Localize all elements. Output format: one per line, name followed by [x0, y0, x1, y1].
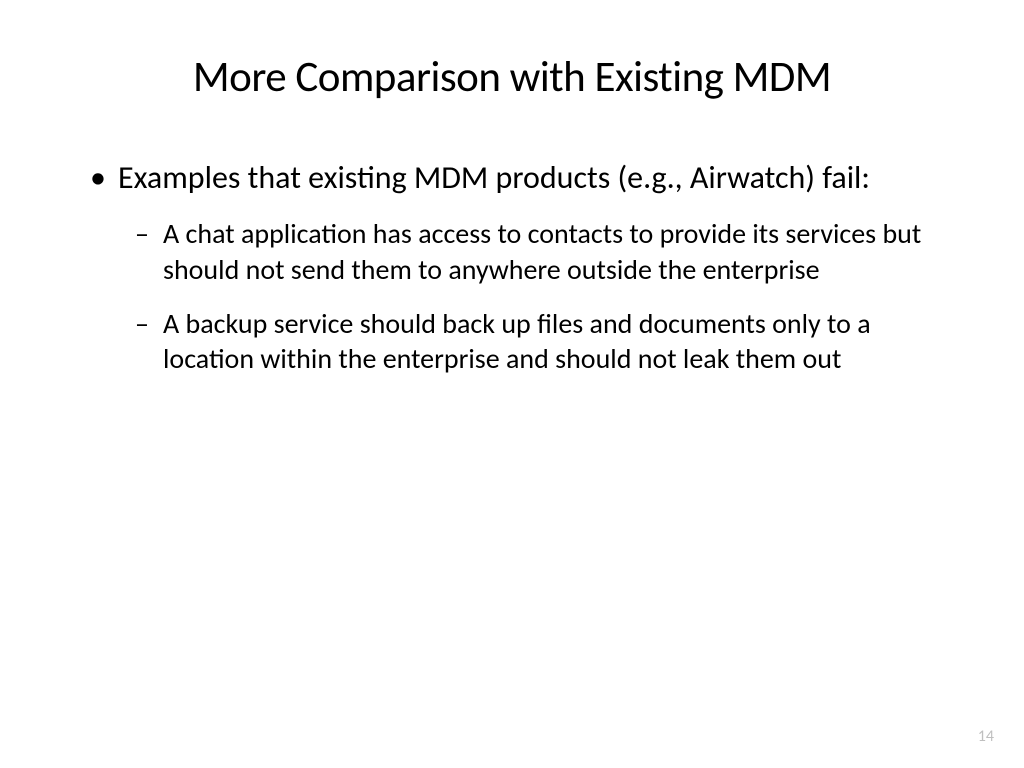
bullet-text: A chat application has access to contact…: [163, 216, 921, 287]
slide-container: More Comparison with Existing MDM Exampl…: [0, 0, 1024, 768]
bullet-item-level2: A chat application has access to contact…: [135, 216, 964, 288]
bullet-item-level2: A backup service should back up files an…: [135, 306, 964, 378]
page-number: 14: [978, 727, 994, 746]
bullet-text: A backup service should back up files an…: [163, 306, 871, 377]
bullet-text: Examples that existing MDM products (e.g…: [118, 158, 870, 197]
bullet-item-level1: Examples that existing MDM products (e.g…: [90, 158, 964, 198]
slide-title: More Comparison with Existing MDM: [60, 50, 964, 103]
